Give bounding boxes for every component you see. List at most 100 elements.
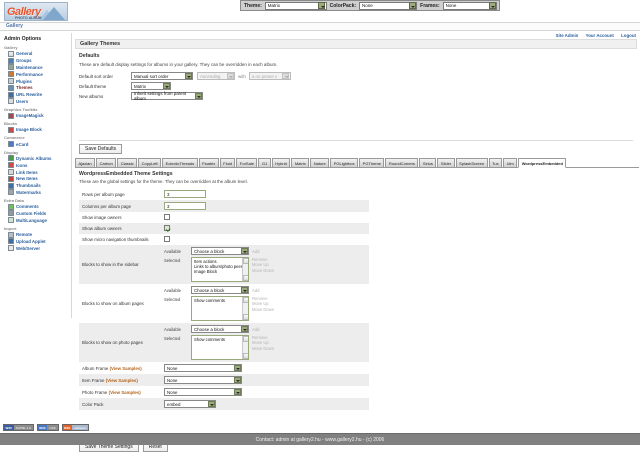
tab-ajaxian[interactable]: Ajaxian <box>75 158 96 167</box>
sidebar-item-remote[interactable]: Remote <box>4 231 69 238</box>
tab-ulm[interactable]: Ulm <box>503 158 518 167</box>
sidebar-selected-listbox[interactable]: Item actions Links to album/photo peers … <box>191 257 249 282</box>
chevron-down-icon[interactable] <box>233 364 241 372</box>
sidebar-item-performance[interactable]: Performance <box>4 71 69 78</box>
photo-selected-listbox[interactable]: Show comments <box>191 335 249 360</box>
tab-hybrid[interactable]: Hybrid <box>271 158 291 167</box>
sidebar-item-thumbnails[interactable]: Thumbnails <box>4 182 69 189</box>
sidebar-item-plugins[interactable]: Plugins <box>4 78 69 85</box>
show-album-owners-checkbox[interactable] <box>164 225 170 231</box>
new-albums-select[interactable]: Inherit settings from parent album <box>131 91 203 101</box>
sidebar-item-groups[interactable]: Groups <box>4 57 69 64</box>
toolbar-theme-select[interactable]: Matrix <box>264 1 327 10</box>
album-add-link[interactable]: Add <box>252 288 260 293</box>
tab-copyleft[interactable]: CopyLeft <box>138 158 162 167</box>
tab-pglightbox[interactable]: PGLightbox <box>330 158 359 167</box>
chevron-down-icon[interactable] <box>162 82 170 90</box>
listbox-scrollbar[interactable] <box>242 336 248 359</box>
tab-fluid[interactable]: Fluid <box>219 158 236 167</box>
photo-add-link[interactable]: Add <box>252 327 260 332</box>
sidebar-item-web-server[interactable]: Web/Server <box>4 245 69 252</box>
tab-eclecticthreads[interactable]: EclecticThreads <box>162 158 198 167</box>
list-item[interactable]: Links to album/photo peers <box>194 264 245 270</box>
link-site-admin[interactable]: Site Admin <box>555 33 579 38</box>
sidebar-item-watermarks[interactable]: Watermarks <box>4 189 69 196</box>
chevron-down-icon[interactable] <box>240 247 248 255</box>
show-micro-nav-checkbox[interactable] <box>164 236 170 242</box>
album-frame-select[interactable]: None <box>164 364 242 372</box>
tab-nature[interactable]: Nature <box>310 158 330 167</box>
chevron-down-icon[interactable] <box>282 72 290 80</box>
default-sort-order-select[interactable]: Manual sort order <box>131 72 193 80</box>
tab-wordpressembedded[interactable]: WordpressEmbedded <box>518 158 567 168</box>
list-item[interactable]: Show comments <box>194 337 225 342</box>
sidebar-item-image-block[interactable]: Image Block <box>4 126 69 134</box>
tab-carbon[interactable]: Carbon <box>96 158 117 167</box>
sort-direction-select[interactable]: Ascending <box>197 72 235 80</box>
item-frame-select[interactable]: None <box>164 376 242 384</box>
link-your-account[interactable]: Your Account <box>585 33 614 38</box>
chevron-down-icon[interactable] <box>207 400 215 408</box>
tab-matrix[interactable]: Matrix <box>291 158 310 167</box>
sidebar-item-users[interactable]: Users <box>4 98 69 105</box>
tab-pgtheme[interactable]: PGTheme <box>359 158 385 167</box>
gallery-logo[interactable]: Gallery PHOTO ALBUM <box>4 2 68 21</box>
sidebar-movedown-link[interactable]: Move Down <box>252 267 275 273</box>
default-theme-select[interactable]: Matrix <box>131 82 171 90</box>
show-image-owners-checkbox[interactable] <box>164 214 170 220</box>
sidebar-available-select[interactable]: Choose a block <box>191 247 249 255</box>
rows-per-page-input[interactable]: 3 <box>164 190 206 198</box>
album-frame-view-samples-link[interactable]: (View Samples) <box>109 365 142 371</box>
sidebar-item-general[interactable]: General <box>4 50 69 58</box>
validation-badge[interactable]: RSS validated <box>61 424 89 431</box>
list-item[interactable]: Image Block <box>194 269 218 275</box>
list-item[interactable]: Item actions <box>194 259 217 264</box>
toolbar-frames-select[interactable]: None <box>442 1 498 10</box>
sidebar-item-maintenance[interactable]: Maintenance <box>4 64 69 71</box>
chevron-down-icon[interactable] <box>194 92 202 100</box>
photo-moveup-link[interactable]: Move Up <box>252 340 269 346</box>
item-frame-view-samples-link[interactable]: (View Samples) <box>105 377 138 383</box>
sidebar-item-ecard[interactable]: eCard <box>4 141 69 148</box>
chevron-down-icon[interactable] <box>408 2 416 9</box>
sidebar-item-multilanguage[interactable]: MultiLanguage <box>4 217 69 224</box>
validation-badge[interactable]: W3C CSS <box>36 424 59 431</box>
validation-badge[interactable]: W3C XHTML 1.0 <box>3 424 34 431</box>
sidebar-item-upload-applet[interactable]: Upload Applet <box>4 238 69 245</box>
album-movedown-link[interactable]: Move Down <box>252 306 275 312</box>
save-defaults-button[interactable]: Save Defaults <box>79 144 123 154</box>
tab-roundcorners[interactable]: RoundCorners <box>385 158 419 167</box>
tab-floatrix[interactable]: Floatrix <box>198 158 219 167</box>
sidebar-item-icons[interactable]: Icons <box>4 162 69 169</box>
color-pack-select[interactable]: embed <box>164 400 216 408</box>
scroll-down-icon[interactable] <box>243 314 248 320</box>
sidebar-item-link-items[interactable]: Link Items <box>4 169 69 176</box>
tab-tux[interactable]: Tux <box>488 158 503 167</box>
sidebar-add-link[interactable]: Add <box>252 249 260 254</box>
chevron-down-icon[interactable] <box>233 376 241 384</box>
tab-sirius[interactable]: Sirius <box>419 158 437 167</box>
sidebar-item-new-items[interactable]: New Items <box>4 175 69 182</box>
sidebar-remove-link[interactable]: Remove <box>252 257 268 262</box>
cols-per-page-input[interactable]: 3 <box>164 202 206 210</box>
sidebar-moveup-link[interactable]: Move Up <box>252 262 269 268</box>
sidebar-item-imagemagick[interactable]: ImageMagick <box>4 112 69 119</box>
scroll-down-icon[interactable] <box>243 353 248 359</box>
listbox-scrollbar[interactable] <box>242 258 248 281</box>
photo-available-select[interactable]: Choose a block <box>191 325 249 333</box>
scroll-up-icon[interactable] <box>243 297 248 303</box>
album-moveup-link[interactable]: Move Up <box>252 301 269 307</box>
tab-classic[interactable]: Classic <box>117 158 138 167</box>
tab-splashscreen[interactable]: SplashScreen <box>455 158 488 167</box>
sidebar-item-url-rewrite[interactable]: URL Rewrite <box>4 91 69 98</box>
photo-movedown-link[interactable]: Move Down <box>252 345 275 351</box>
chevron-down-icon[interactable] <box>240 325 248 333</box>
sidebar-item-comments[interactable]: Comments <box>4 203 69 210</box>
sort-preset-select[interactable]: a no preset x <box>248 72 291 80</box>
breadcrumb[interactable]: Gallery <box>6 23 23 29</box>
tab-forsale[interactable]: ForSale <box>236 158 258 167</box>
photo-frame-select[interactable]: None <box>164 388 242 396</box>
album-remove-link[interactable]: Remove <box>252 296 268 301</box>
chevron-down-icon[interactable] <box>233 388 241 396</box>
scroll-up-icon[interactable] <box>243 258 248 264</box>
